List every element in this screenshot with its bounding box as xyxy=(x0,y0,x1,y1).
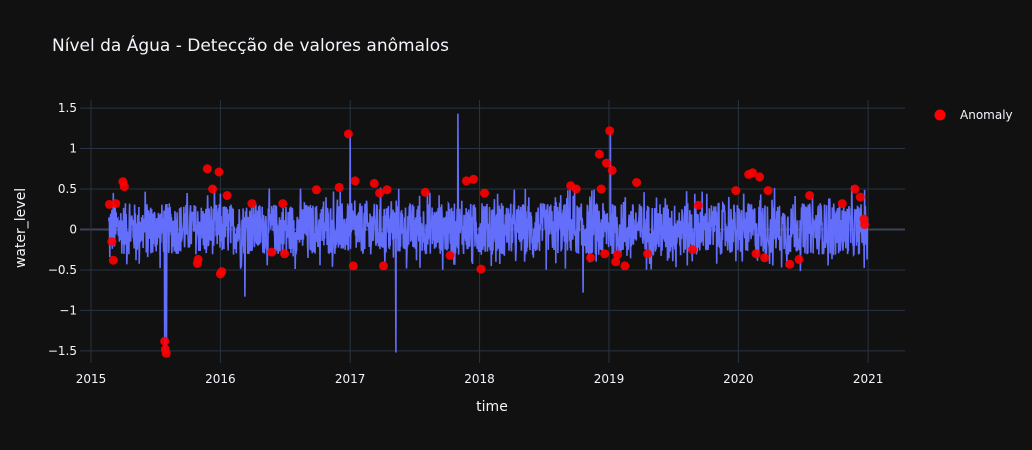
anomaly-point xyxy=(602,158,611,168)
anomaly-point xyxy=(607,165,617,175)
water-level-line xyxy=(107,113,869,353)
anomaly-point xyxy=(571,184,581,194)
anomaly-point xyxy=(334,182,344,192)
anomaly-point xyxy=(379,261,388,271)
x-axis-ticks: 2015 2016 2017 2018 2019 2020 2021 xyxy=(76,372,884,386)
anomaly-point xyxy=(445,250,455,260)
plot-area xyxy=(80,100,905,363)
x-tick-label: 2017 xyxy=(335,372,366,386)
anomaly-point xyxy=(755,172,765,182)
anomaly-point xyxy=(611,257,621,267)
x-tick-label: 2019 xyxy=(594,372,625,386)
anomaly-point xyxy=(343,129,353,139)
anomaly-point xyxy=(480,188,489,198)
anomaly-point xyxy=(202,164,212,174)
anomaly-point xyxy=(476,264,486,274)
anomaly-point xyxy=(632,178,642,187)
y-tick-label: 1.5 xyxy=(58,101,77,115)
anomaly-point xyxy=(594,149,604,159)
anomaly-point xyxy=(794,254,804,264)
anomaly-point xyxy=(596,184,606,194)
y-axis-title: water_level xyxy=(13,188,29,268)
anomaly-point xyxy=(420,187,430,197)
x-tick-label: 2020 xyxy=(723,372,754,386)
anomaly-point xyxy=(731,186,741,196)
anomaly-point xyxy=(161,348,171,358)
y-tick-label: 1 xyxy=(69,142,77,156)
anomaly-point xyxy=(222,191,232,200)
anomaly-point xyxy=(605,126,615,136)
anomaly-point xyxy=(278,199,288,209)
chart-title: Nível da Água - Detecção de valores anôm… xyxy=(52,34,449,56)
legend[interactable]: Anomaly xyxy=(934,108,1013,122)
anomaly-point xyxy=(267,247,277,257)
anomaly-point xyxy=(760,253,770,263)
legend-anomaly-label: Anomaly xyxy=(960,108,1013,122)
anomaly-point xyxy=(855,192,865,202)
anomaly-point xyxy=(600,249,610,259)
y-tick-label: 0.5 xyxy=(58,182,77,196)
anomaly-point xyxy=(160,336,170,346)
anomaly-point xyxy=(369,178,379,188)
anomaly-point xyxy=(193,254,203,264)
y-tick-label: −0.5 xyxy=(48,263,77,277)
x-tick-label: 2018 xyxy=(464,372,495,386)
anomaly-point xyxy=(312,185,321,195)
anomaly-point xyxy=(214,167,224,177)
anomaly-point xyxy=(350,176,360,186)
anomaly-point xyxy=(280,249,290,259)
y-tick-label: −1 xyxy=(59,303,77,317)
anomaly-point xyxy=(107,237,117,247)
anomaly-point xyxy=(613,250,622,260)
anomaly-point xyxy=(860,220,870,230)
anomaly-point xyxy=(837,199,847,209)
anomaly-point xyxy=(693,200,703,210)
x-axis-title: time xyxy=(476,399,508,415)
anomaly-point xyxy=(247,199,257,209)
anomaly-point xyxy=(348,261,358,271)
anomaly-point xyxy=(111,199,121,209)
anomaly-point xyxy=(850,184,860,194)
anomaly-point xyxy=(217,267,227,277)
anomaly-point xyxy=(643,249,653,259)
anomaly-point xyxy=(805,191,815,200)
y-axis-ticks: 1.5 1 0.5 0 −0.5 −1 −1.5 xyxy=(48,101,77,358)
anomaly-point xyxy=(119,182,129,192)
anomaly-point xyxy=(108,255,118,265)
anomaly-point xyxy=(375,188,385,198)
x-tick-label: 2016 xyxy=(205,372,236,386)
anomaly-point xyxy=(763,186,773,196)
anomaly-point xyxy=(586,253,595,263)
x-tick-label: 2021 xyxy=(853,372,884,386)
anomaly-point xyxy=(688,245,698,255)
anomaly-point xyxy=(748,168,758,178)
anomaly-point xyxy=(461,176,471,186)
x-tick-label: 2015 xyxy=(76,372,107,386)
anomaly-point xyxy=(785,259,795,269)
anomaly-point xyxy=(751,249,761,259)
anomaly-markers xyxy=(104,126,870,358)
legend-anomaly-marker xyxy=(934,109,946,121)
water-level-line-series xyxy=(107,113,869,353)
anomaly-point xyxy=(620,261,630,271)
y-tick-label: −1.5 xyxy=(48,344,77,358)
anomaly-point xyxy=(382,185,392,195)
y-tick-label: 0 xyxy=(69,222,77,236)
anomaly-point xyxy=(208,184,218,194)
anomaly-point xyxy=(469,174,478,184)
